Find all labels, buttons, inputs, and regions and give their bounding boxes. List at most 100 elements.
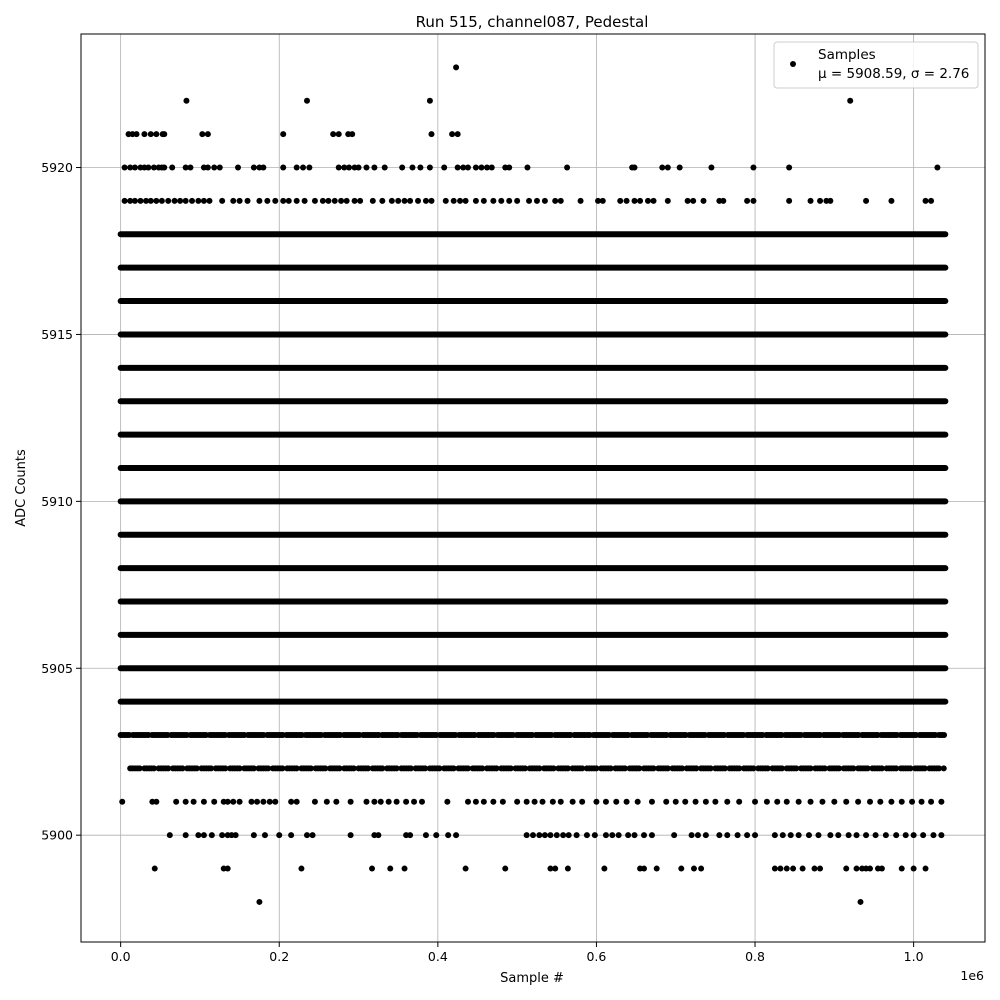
sample-point [464,164,471,171]
sample-point [541,197,548,204]
sample-point [910,832,917,839]
sample-point [428,197,435,204]
sample-point [498,197,505,204]
sample-point [702,832,709,839]
sample-point [393,765,400,772]
sample-point [224,798,231,805]
y-axis-label: ADC Counts [14,449,29,527]
sample-point [888,798,895,805]
x-tick-label: 0.8 [745,949,765,964]
sample-point [843,798,850,805]
sample-point [506,164,513,171]
sample-point [293,798,300,805]
sample-point [853,865,860,872]
sample-point [182,832,189,839]
sample-point [369,865,376,872]
sample-point [211,164,218,171]
sample-point [938,832,945,839]
sample-point [330,131,337,138]
sample-point [133,131,140,138]
sample-point [750,765,757,772]
sample-point [793,765,800,772]
sample-point [921,765,928,772]
sample-point [293,197,300,204]
sample-point [499,798,506,805]
sample-point [623,197,630,204]
sample-point [795,832,802,839]
sample-point [855,798,862,805]
sample-point [549,798,556,805]
sample-point [778,765,785,772]
sample-point [464,765,471,772]
sample-point [478,164,485,171]
x-tick-label: 0.0 [111,949,131,964]
sample-point [208,765,215,772]
sample-point [523,832,530,839]
sample-point [524,164,531,171]
sample-point [522,765,529,772]
sample-point [593,798,600,805]
sample-point [634,798,641,805]
sample-point [774,798,781,805]
sample-point [928,798,935,805]
sample-point [264,197,271,204]
sample-point [266,798,273,805]
sample-point [744,197,751,204]
sample-point [502,865,509,872]
sample-point [457,197,464,204]
sample-point [335,131,342,138]
sample-point [161,131,168,138]
sample-point [136,765,143,772]
x-axis-ticks: 0.0 0.2 0.4 0.6 0.8 1.0 [111,942,924,964]
sample-point [190,798,197,805]
sample-point [579,798,586,805]
sample-point [422,832,429,839]
sample-point [930,832,937,839]
sample-point [193,765,200,772]
sample-point [260,798,267,805]
sample-point [250,832,257,839]
sample-point [454,131,461,138]
sample-point [734,832,741,839]
sample-point [736,765,743,772]
sample-point [357,197,364,204]
sample-point [918,798,925,805]
sample-point [426,97,433,104]
sample-point [720,197,727,204]
sample-point [523,798,530,805]
sample-point [878,765,885,772]
sample-point [564,865,571,872]
sample-point [490,798,497,805]
sample-point [636,765,643,772]
sample-point [664,765,671,772]
sample-point [819,798,826,805]
sample-point [276,832,283,839]
sample-point [479,765,486,772]
sample-point [411,798,418,805]
sample-point [288,832,295,839]
sample-point [375,832,382,839]
sample-point [898,798,905,805]
y-tick-label: 5905 [41,661,73,676]
sample-point [145,164,152,171]
sample-point [583,832,590,839]
sample-point [536,832,543,839]
sample-point [298,865,305,872]
sample-point [593,765,600,772]
sample-point [293,765,300,772]
sample-point [882,832,889,839]
sample-point [377,798,384,805]
sample-point [602,832,609,839]
sample-point [355,164,362,171]
sample-point [507,765,514,772]
sample-point [248,798,255,805]
sample-point [707,765,714,772]
sample-point [200,832,207,839]
x-tick-label: 0.2 [269,949,289,964]
sample-point [288,798,295,805]
sample-point [346,164,353,171]
sample-point [843,865,850,872]
sample-point [909,798,916,805]
sample-point [817,197,824,204]
